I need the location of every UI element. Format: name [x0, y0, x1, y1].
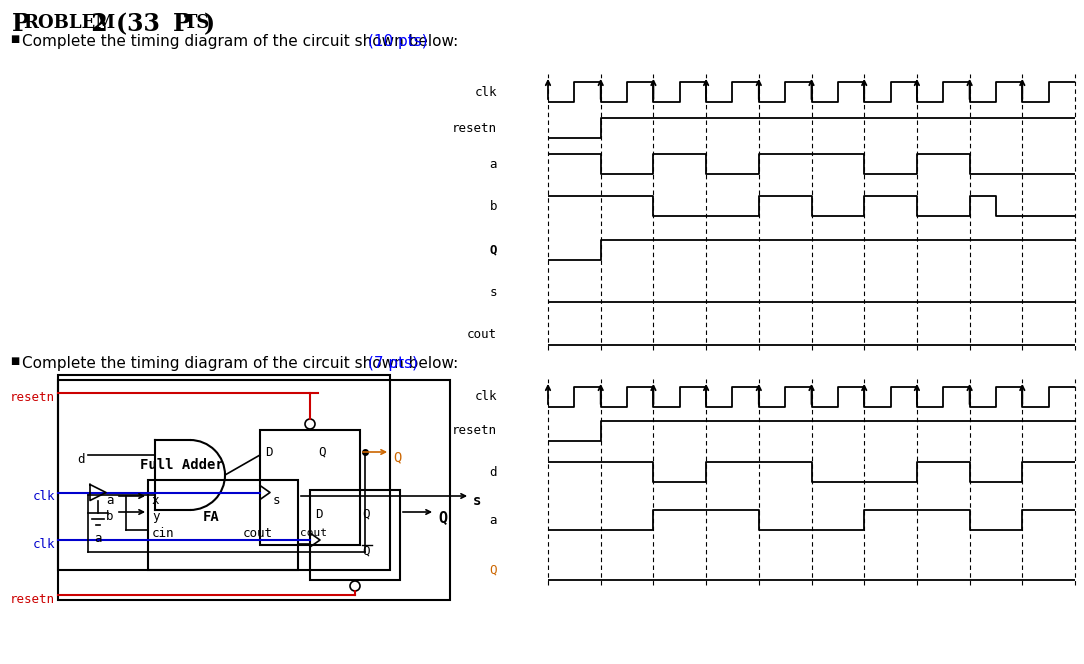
- Text: ■: ■: [10, 34, 20, 44]
- Text: resetn: resetn: [452, 122, 496, 135]
- Text: resetn: resetn: [10, 391, 55, 404]
- Bar: [260, 430, 360, 545]
- Text: P: P: [173, 12, 191, 36]
- Text: clk: clk: [33, 538, 55, 551]
- Text: clk: clk: [33, 491, 55, 503]
- Text: (10 pts): (10 pts): [367, 34, 427, 49]
- Text: b: b: [106, 510, 114, 523]
- Text: a: a: [94, 533, 102, 546]
- Text: s: s: [473, 494, 481, 508]
- Text: Complete the timing diagram of the circuit shown below:: Complete the timing diagram of the circu…: [22, 356, 463, 371]
- Text: cin: cin: [152, 527, 175, 540]
- Text: s: s: [490, 286, 496, 299]
- Bar: [149, 480, 298, 570]
- Text: (7 pts): (7 pts): [367, 356, 418, 371]
- Text: d: d: [490, 465, 496, 479]
- Text: s: s: [273, 494, 281, 507]
- Text: Q: Q: [490, 244, 496, 256]
- Text: TS: TS: [184, 14, 210, 32]
- Text: b: b: [490, 199, 496, 212]
- Text: cout: cout: [300, 528, 327, 538]
- Text: Q: Q: [438, 510, 447, 525]
- Text: ): ): [204, 12, 215, 36]
- Text: Q: Q: [393, 450, 401, 464]
- Text: ■: ■: [10, 356, 20, 366]
- Text: y: y: [152, 510, 159, 523]
- Text: resetn: resetn: [10, 593, 55, 606]
- Text: a: a: [106, 494, 114, 507]
- Text: cout: cout: [243, 527, 273, 540]
- Text: d: d: [77, 453, 85, 466]
- Text: D: D: [264, 446, 272, 459]
- Text: Complete the timing diagram of the circuit shown below:: Complete the timing diagram of the circu…: [22, 34, 463, 49]
- Text: clk: clk: [475, 390, 496, 404]
- Text: Q: Q: [318, 446, 325, 459]
- Text: ROBLEM: ROBLEM: [23, 14, 115, 32]
- Text: Q: Q: [490, 564, 496, 576]
- Text: x: x: [152, 494, 159, 507]
- Bar: [310, 490, 400, 580]
- Text: a: a: [490, 513, 496, 527]
- Text: FA: FA: [203, 510, 220, 524]
- Text: Q: Q: [362, 508, 370, 521]
- Bar: [59, 375, 390, 570]
- Text: P: P: [12, 12, 30, 36]
- Bar: [59, 380, 450, 600]
- Text: 2 (33: 2 (33: [83, 12, 168, 36]
- Text: D: D: [315, 508, 323, 521]
- Text: clk: clk: [475, 86, 496, 98]
- Text: resetn: resetn: [452, 424, 496, 438]
- Text: a: a: [490, 157, 496, 171]
- Text: Full Adder: Full Adder: [140, 458, 224, 472]
- Text: cout: cout: [467, 329, 496, 341]
- Text: Q: Q: [362, 545, 370, 558]
